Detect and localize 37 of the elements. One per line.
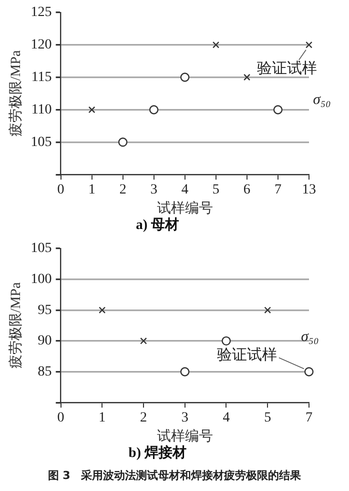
y-tick-label: 100 [30, 272, 52, 287]
y-tick-label: 110 [31, 102, 52, 118]
annotation: 验证试样 [216, 346, 277, 364]
text: b) 焊接材 [128, 444, 186, 462]
x-tick-label: 6 [243, 182, 250, 198]
x-axis-title: 试样编号 [156, 428, 213, 444]
x-tick-label: 0 [57, 410, 64, 426]
x-tick-label: 4 [222, 410, 230, 426]
x-tick-label: 0 [57, 182, 64, 198]
y-tick-label: 90 [38, 334, 52, 349]
y-tick-label: 105 [30, 241, 52, 256]
x-tick-label: 3 [181, 410, 188, 426]
x-tick-label: 1 [88, 182, 96, 198]
annotation: σ₅₀ [301, 329, 319, 346]
y-tick-label: 95 [38, 302, 52, 318]
x-axis-title: 试样编号 [156, 200, 213, 216]
x-tick-label: 5 [264, 410, 272, 426]
y-axis-title: 疲劳极限/MPa [8, 282, 24, 369]
x-tick-label: 7 [274, 182, 282, 198]
text: σ₅₀ [313, 92, 331, 109]
x-tick-label: 4 [181, 182, 188, 198]
y-axis-title: 疲劳极限/MPa [8, 50, 24, 137]
x-tick-label: 7 [305, 410, 312, 426]
y-tick-label: 125 [30, 5, 52, 20]
text: a) 母材 [136, 217, 180, 234]
caption: 图 3 采用波动法测试母材和焊接材疲劳极限的结果 [46, 468, 302, 483]
y-tick-label: 105 [30, 134, 52, 150]
x-tick-label: 2 [119, 182, 126, 198]
y-tick-label: 115 [31, 70, 52, 85]
x-tick-label: 2 [140, 410, 148, 426]
x-tick-label: 3 [150, 182, 158, 198]
annotation: 验证试样 [256, 60, 317, 77]
y-tick-label: 85 [38, 364, 52, 380]
y-tick-label: 120 [30, 38, 52, 53]
x-tick-label: 13 [302, 182, 316, 198]
x-tick-label: 1 [98, 410, 106, 426]
x-tick-label: 5 [212, 182, 220, 198]
